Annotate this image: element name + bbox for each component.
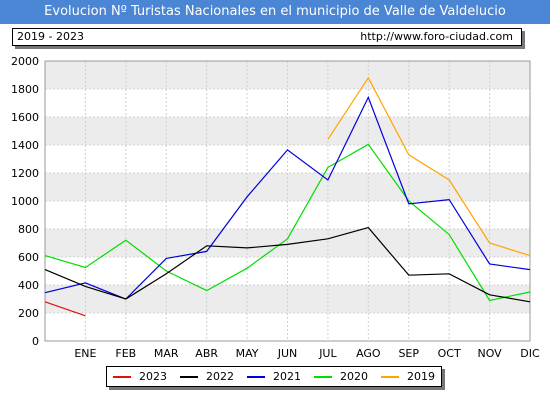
legend-swatch: [381, 376, 399, 378]
legend: 2023 2022 2021 2020 2019: [106, 366, 442, 387]
x-tick-label: JUL: [318, 347, 337, 360]
y-tick-label: 1200: [11, 167, 39, 180]
legend-swatch: [314, 376, 332, 378]
legend-item-2020: 2020: [314, 367, 368, 386]
y-tick-label: 1800: [11, 83, 39, 96]
y-tick-label: 1400: [11, 139, 39, 152]
source-url: http://www.foro-ciudad.com: [360, 30, 513, 43]
series-line-2020: [44, 143, 531, 302]
legend-label: 2022: [206, 370, 234, 383]
legend-label: 2019: [407, 370, 435, 383]
info-bar: 2019 - 2023 http://www.foro-ciudad.com: [12, 28, 522, 46]
y-tick-label: 1000: [11, 195, 39, 208]
y-tick-label: 0: [32, 335, 39, 348]
series-line-2019: [327, 76, 531, 257]
x-tick-label: OCT: [438, 347, 461, 360]
y-tick-label: 2000: [11, 55, 39, 68]
legend-label: 2020: [340, 370, 368, 383]
legend-label: 2023: [139, 370, 167, 383]
x-tick-label: DIC: [520, 347, 540, 360]
legend-swatch: [180, 376, 198, 378]
legend-item-2022: 2022: [180, 367, 234, 386]
x-tick-label: NOV: [477, 347, 502, 360]
x-tick-label: ABR: [195, 347, 218, 360]
legend-item-2019: 2019: [381, 367, 435, 386]
legend-swatch: [113, 376, 131, 378]
series-line-2023: [44, 301, 86, 317]
legend-label: 2021: [273, 370, 301, 383]
period-label: 2019 - 2023: [17, 30, 84, 43]
x-tick-label: AGO: [356, 347, 381, 360]
legend-item-2021: 2021: [247, 367, 301, 386]
x-tick-label: MAY: [236, 347, 259, 360]
y-tick-label: 800: [18, 223, 39, 236]
y-tick-label: 400: [18, 279, 39, 292]
plot-frame: [44, 60, 531, 342]
y-tick-label: 1600: [11, 111, 39, 124]
legend-swatch: [247, 376, 265, 378]
x-tick-label: SEP: [398, 347, 419, 360]
x-tick-label: JUN: [277, 347, 298, 360]
legend-item-2023: 2023: [113, 367, 167, 386]
series-line-2022: [44, 226, 531, 303]
x-tick-label: FEB: [115, 347, 136, 360]
x-tick-label: MAR: [154, 347, 179, 360]
y-tick-label: 600: [18, 251, 39, 264]
chart-title: Evolucion Nº Turistas Nacionales en el m…: [0, 0, 550, 24]
x-tick-label: ENE: [74, 347, 96, 360]
y-tick-label: 200: [18, 307, 39, 320]
